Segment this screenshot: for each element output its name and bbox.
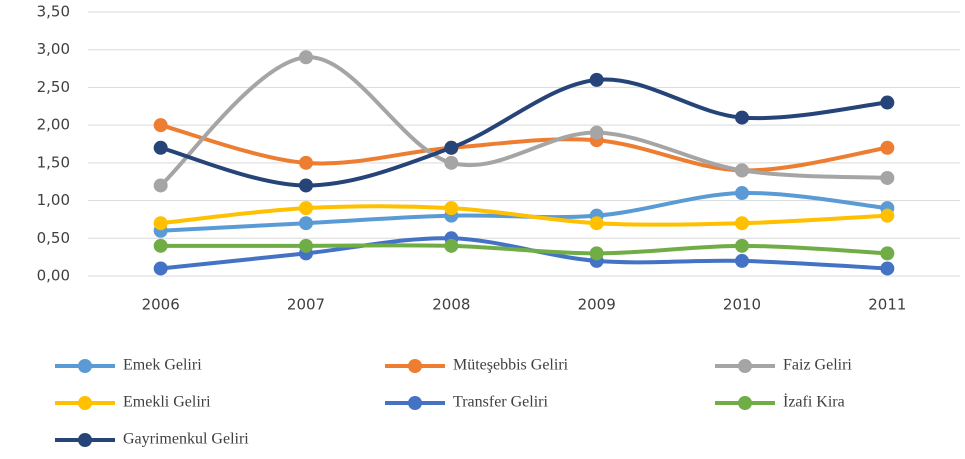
x-tick-label: 2010 [723, 296, 761, 314]
legend-marker [78, 359, 92, 373]
point [299, 201, 313, 216]
y-tick-label: 1,50 [37, 153, 70, 171]
legend-label: İzafi Kira [783, 393, 845, 411]
point [735, 238, 749, 253]
point [880, 246, 895, 261]
point [735, 186, 749, 201]
point [299, 238, 313, 253]
point [444, 201, 459, 216]
point [299, 178, 313, 193]
point [589, 216, 604, 231]
series-line [160, 123, 888, 173]
point [880, 208, 895, 223]
series-line [160, 77, 888, 188]
y-tick-label: 3,00 [37, 40, 70, 58]
point [880, 140, 895, 155]
legend-label: Faiz Geliri [783, 357, 852, 374]
legend-marker [408, 359, 422, 373]
y-tick-label: 0,50 [37, 229, 70, 247]
x-tick-label: 2007 [287, 296, 325, 314]
x-tick-label: 2009 [578, 296, 616, 314]
x-tick-label: 2011 [868, 296, 906, 314]
series-line [160, 236, 888, 271]
point [444, 238, 459, 253]
point [153, 140, 168, 155]
point [880, 170, 895, 185]
series-line [160, 204, 888, 227]
point [589, 246, 604, 261]
point [153, 178, 168, 193]
legend-label: Müteşebbis Geliri [453, 357, 569, 374]
legend-label: Emekli Geliri [123, 394, 211, 411]
legend-label: Emek Geliri [123, 357, 202, 374]
x-tick-label: 2008 [432, 296, 470, 314]
point [299, 216, 313, 231]
point [444, 155, 459, 170]
point [153, 238, 168, 253]
y-tick-label: 0,00 [37, 267, 70, 285]
point [735, 253, 749, 268]
series-line [160, 243, 888, 256]
point [589, 72, 604, 87]
legend-marker [738, 396, 752, 410]
point [880, 261, 895, 276]
point [299, 155, 313, 170]
point [153, 118, 168, 133]
series-line [159, 55, 888, 187]
legend-marker [78, 396, 92, 410]
legend-label: Gayrimenkul Geliri [123, 431, 249, 448]
legend-label: Transfer Geliri [453, 394, 549, 411]
point [735, 216, 749, 231]
point [444, 140, 459, 155]
x-tick-label: 2006 [142, 296, 180, 314]
point [735, 110, 749, 125]
legend-marker [738, 359, 752, 373]
y-tick-label: 2,00 [37, 116, 70, 134]
point [153, 216, 168, 231]
y-tick-label: 3,50 [37, 3, 70, 21]
point [880, 95, 895, 110]
point [299, 50, 313, 65]
legend-marker [408, 396, 422, 410]
legend-marker [78, 433, 92, 447]
y-tick-label: 2,50 [37, 78, 70, 96]
y-tick-label: 1,00 [37, 191, 70, 209]
point [589, 125, 604, 140]
point [153, 261, 168, 276]
point [735, 163, 749, 178]
